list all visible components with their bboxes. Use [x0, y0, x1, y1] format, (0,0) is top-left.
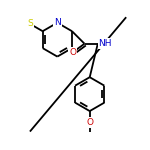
- Text: O: O: [86, 118, 93, 127]
- Text: N: N: [54, 18, 61, 27]
- Text: O: O: [69, 48, 76, 57]
- Text: S: S: [27, 19, 33, 28]
- Text: NH: NH: [99, 39, 112, 48]
